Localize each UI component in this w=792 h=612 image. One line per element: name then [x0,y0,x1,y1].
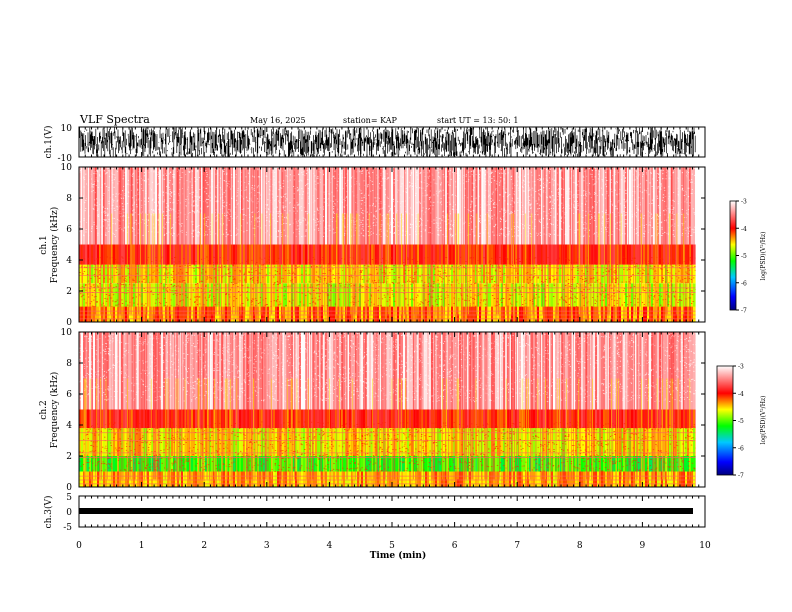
ch2-colorbar-tick--7: -7 [738,473,744,480]
ch3-ytick-0: 0 [66,508,72,518]
x-axis-label: Time (min) [370,550,427,561]
ch1-colorbar-tick--5: -5 [741,253,747,260]
ch1-spec-ylabel-ch: ch.1 [39,235,49,254]
ch2-spec-ytick-6: 6 [66,390,72,400]
header-start-time: start UT = 13: 50: 1 [437,116,518,125]
x-axis-ticks [78,127,706,527]
ch1-spec-ytick-4: 4 [66,256,72,266]
header-station: station= KAP [343,116,398,125]
x-tick-label-8: 8 [577,541,583,551]
ch2-spec-ylabel-ch: ch.2 [39,400,49,419]
ch1-spec-ytick-6: 6 [66,225,72,235]
ch2-spec-ytick-10: 10 [61,328,73,338]
ch1-spec-ylabel-freq: Frequency (kHz) [49,207,60,284]
ch3-ylabel: ch.3(V) [43,496,54,529]
ch1-spec-ytick-2: 2 [66,287,72,297]
ch1-colorbar-tick--4: -4 [741,226,747,233]
ch1-ytick-top: 10 [61,124,73,134]
ch1-spectrogram-image [79,167,705,322]
ch2-colorbar-tick--4: -4 [738,391,744,398]
ch3-ytick-neg5: -5 [63,523,72,533]
x-tick-label-10: 10 [699,541,711,551]
x-axis-tick-labels: 0 1 2 3 4 5 6 7 8 9 10 [76,541,711,551]
x-tick-label-6: 6 [452,541,458,551]
ch2-spectrogram-image [79,332,705,487]
figure-title: VLF Spectra [79,113,150,126]
ch1-spec-ytick-8: 8 [66,194,72,204]
x-tick-label-1: 1 [139,541,145,551]
ch1-colorbar: -3 -4 -5 -6 -7 log(PSD)(V²/Hz) [729,199,767,315]
ch1-ylabel: ch.1(V) [43,126,54,159]
ch2-colorbar: -3 -4 -5 -6 -7 log(PSD)(V²/Hz) [716,364,767,480]
ch1-colorbar-tick--6: -6 [741,280,747,287]
x-tick-label-2: 2 [201,541,207,551]
ch1-colorbar-tick--7: -7 [741,308,747,315]
ch3-ytick-5: 5 [66,493,72,503]
ch2-spec-ytick-2: 2 [66,452,72,462]
ch2-colorbar-label: log(PSD)(V²/Hz) [760,396,767,445]
ch2-colorbar-tick--5: -5 [738,418,744,425]
ch2-spectrogram-panel: 0 2 4 6 8 10 ch.2 Frequency (kHz) [39,328,706,493]
ch2-spec-ytick-0: 0 [66,483,72,493]
ch1-spectrogram-panel: 0 2 4 6 8 10 ch.1 Frequency (kHz) [39,163,706,328]
ch1-waveform-trace [79,127,696,157]
ch2-colorbar-tick--6: -6 [738,445,744,452]
x-tick-label-0: 0 [76,541,82,551]
header-date: May 16, 2025 [250,116,306,125]
ch1-colorbar-tick--3: -3 [741,199,747,206]
ch3-waveform-panel: 5 0 -5 ch.3(V) [43,493,706,533]
ch2-spec-ylabel-freq: Frequency (kHz) [49,372,60,449]
ch1-spec-ytick-10: 10 [61,163,73,173]
x-tick-label-7: 7 [514,541,520,551]
ch1-ytick-bottom: -10 [58,154,73,164]
ch3-waveform-trace [79,508,693,514]
ch2-spec-ytick-4: 4 [66,421,72,431]
x-tick-label-3: 3 [264,541,270,551]
ch1-colorbar-label: log(PSD)(V²/Hz) [760,232,767,281]
ch2-colorbar-tick--3: -3 [738,364,744,371]
ch1-spec-ytick-0: 0 [66,318,72,328]
x-tick-label-4: 4 [327,541,333,551]
x-tick-label-9: 9 [640,541,646,551]
x-tick-label-5: 5 [389,541,395,551]
ch2-spec-ytick-8: 8 [66,359,72,369]
ch1-waveform-panel: 10 -10 ch.1(V) [43,124,706,164]
